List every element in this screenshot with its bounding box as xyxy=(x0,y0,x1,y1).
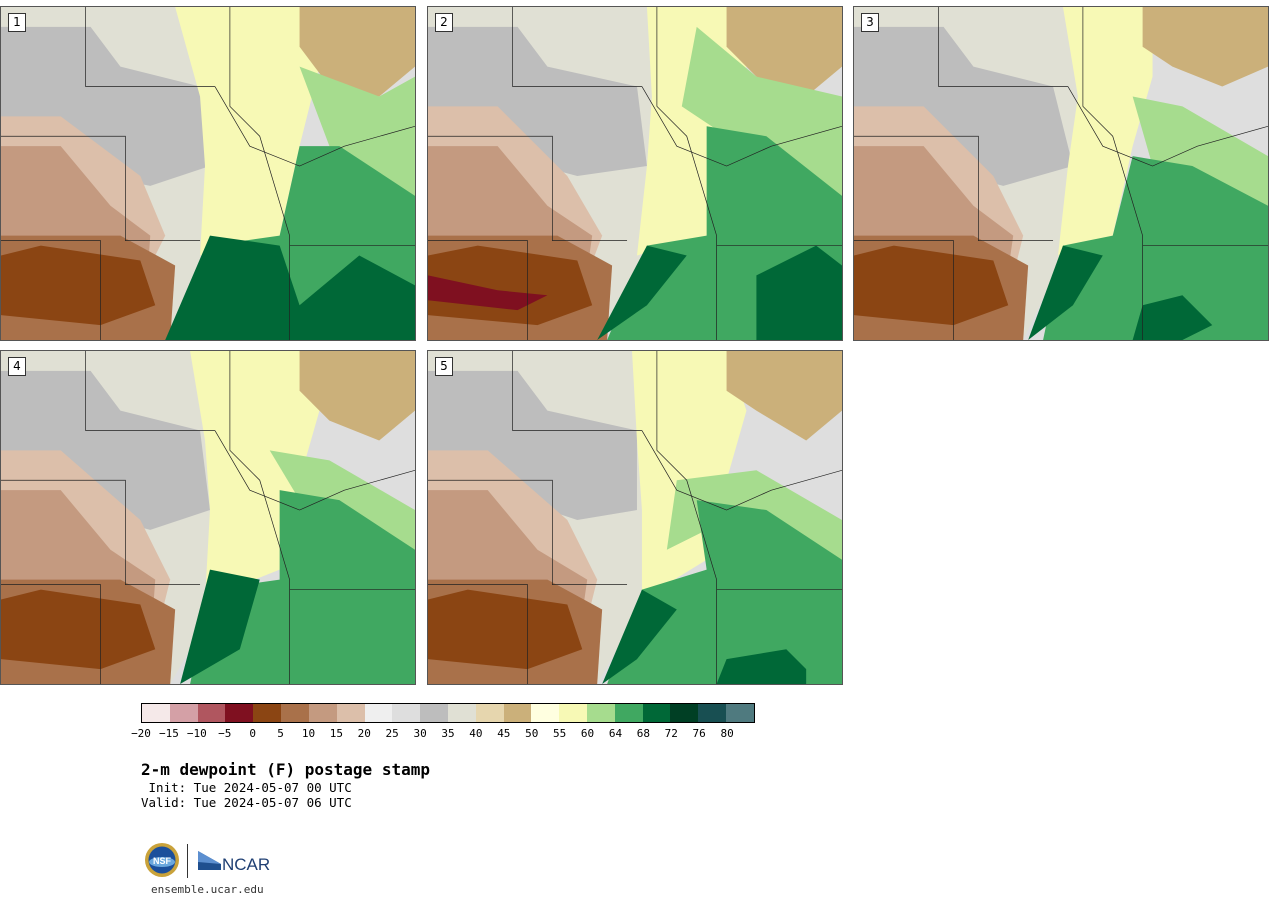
logo-divider xyxy=(187,844,188,878)
product-title: 2-m dewpoint (F) postage stamp xyxy=(141,760,430,779)
site-url: ensemble.ucar.edu xyxy=(151,883,264,896)
colorbar-tick-label: 64 xyxy=(608,727,623,740)
colorbar-swatch xyxy=(642,704,671,722)
colorbar-swatch xyxy=(698,704,727,722)
sponsor-logos: NSF NCAR xyxy=(144,842,274,880)
nsf-logo-icon: NSF xyxy=(145,843,179,877)
colorbar-tick-label: 55 xyxy=(553,727,567,740)
init-time: Init: Tue 2024-05-07 00 UTC xyxy=(141,780,352,795)
map-panel-4: 4 xyxy=(0,350,416,685)
map-panel-2: 2 xyxy=(427,6,843,341)
colorbar-swatch xyxy=(587,704,615,722)
colorbar-tick-label: 68 xyxy=(636,727,650,740)
dewpoint-colorbar xyxy=(141,703,755,723)
dewpoint-map-1 xyxy=(1,7,415,340)
ncar-logo-text: NCAR xyxy=(222,855,270,874)
panel-number-label: 3 xyxy=(861,13,879,32)
colorbar-swatch xyxy=(559,704,587,722)
colorbar-swatch xyxy=(142,704,170,722)
panel-number-label: 5 xyxy=(435,357,453,376)
colorbar-swatch xyxy=(447,704,476,722)
colorbar-tick-label: 10 xyxy=(301,727,316,740)
colorbar-swatch xyxy=(420,704,448,722)
colorbar-tick-label: 76 xyxy=(692,727,706,740)
colorbar-tick-label: 35 xyxy=(441,727,455,740)
colorbar-tick-label: 0 xyxy=(249,727,256,740)
colorbar-tick-label: 25 xyxy=(385,727,399,740)
colorbar-tick-label: 20 xyxy=(357,727,371,740)
map-panel-3: 3 xyxy=(853,6,1269,341)
colorbar-swatch xyxy=(336,704,365,722)
panel-number-label: 2 xyxy=(435,13,453,32)
colorbar-tick-label: 60 xyxy=(580,727,595,740)
colorbar-swatch xyxy=(364,704,393,722)
colorbar-tick-label: 72 xyxy=(664,727,678,740)
colorbar-swatch xyxy=(253,704,282,722)
panel-number-label: 4 xyxy=(8,357,26,376)
colorbar-swatch xyxy=(308,704,337,722)
colorbar-tick-label: 40 xyxy=(469,727,483,740)
colorbar-swatch xyxy=(531,704,560,722)
colorbar-tick-label: 50 xyxy=(525,727,539,740)
dewpoint-map-4 xyxy=(1,351,415,684)
colorbar-tick-label: −10 xyxy=(186,727,207,740)
dewpoint-map-2 xyxy=(428,7,842,340)
colorbar-swatch xyxy=(392,704,421,722)
colorbar-swatch xyxy=(281,704,309,722)
colorbar-tick-label: −20 xyxy=(131,727,151,740)
colorbar-swatch xyxy=(225,704,254,722)
colorbar-swatch xyxy=(614,704,643,722)
panel-number-label: 1 xyxy=(8,13,26,32)
valid-time: Valid: Tue 2024-05-07 06 UTC xyxy=(141,795,352,810)
colorbar-tick-label: −15 xyxy=(158,727,179,740)
colorbar-swatch xyxy=(726,704,754,722)
colorbar-tick-label: −5 xyxy=(218,727,232,740)
map-panel-5: 5 xyxy=(427,350,843,685)
colorbar-tick-label: 45 xyxy=(497,727,511,740)
colorbar-swatch xyxy=(475,704,504,722)
colorbar-tick-label: 80 xyxy=(720,727,734,740)
ncar-logo-icon: NCAR xyxy=(198,851,270,874)
colorbar-tick-label: 15 xyxy=(329,727,343,740)
colorbar-tick-label: 30 xyxy=(413,727,427,740)
colorbar-swatch xyxy=(503,704,532,722)
dewpoint-map-3 xyxy=(854,7,1268,340)
colorbar-swatch xyxy=(197,704,226,722)
colorbar-swatch xyxy=(169,704,198,722)
colorbar-swatch xyxy=(670,704,699,722)
map-panel-1: 1 xyxy=(0,6,416,341)
colorbar-tick-label: 5 xyxy=(277,727,284,740)
nsf-logo-text: NSF xyxy=(153,856,172,866)
colorbar-tick-labels: −20 −15 −10 −5 0 5 10 15 20 25 30 35 40 45 50 55 60 64 68 7… xyxy=(131,727,755,741)
dewpoint-map-5 xyxy=(428,351,842,684)
